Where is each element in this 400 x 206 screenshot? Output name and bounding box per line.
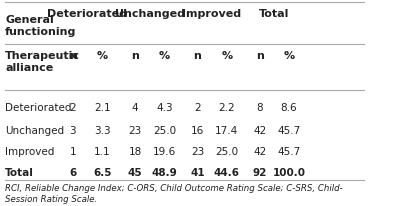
Text: Unchanged: Unchanged [115,9,185,19]
Text: 25.0: 25.0 [215,146,238,156]
Text: 2.2: 2.2 [218,103,235,112]
Text: 42: 42 [253,146,266,156]
Text: %: % [284,51,294,61]
Text: 3.3: 3.3 [94,125,110,135]
Text: 18: 18 [128,146,142,156]
Text: 6.5: 6.5 [93,167,111,177]
Text: 4.3: 4.3 [156,103,173,112]
Text: Unchanged: Unchanged [5,125,64,135]
Text: Improved: Improved [5,146,54,156]
Text: 6: 6 [69,167,76,177]
Text: Deteriorated: Deteriorated [5,103,72,112]
Text: 2: 2 [194,103,201,112]
Text: 23: 23 [128,125,142,135]
Text: 44.6: 44.6 [214,167,240,177]
Text: 1.1: 1.1 [94,146,110,156]
Text: 4: 4 [132,103,138,112]
Text: %: % [221,51,232,61]
Text: 45.7: 45.7 [277,125,301,135]
Text: RCI, Reliable Change Index; C-ORS, Child Outcome Rating Scale; C-SRS, Child-
Ses: RCI, Reliable Change Index; C-ORS, Child… [5,183,343,203]
Text: n: n [256,51,264,61]
Text: 2: 2 [70,103,76,112]
Text: 45: 45 [128,167,142,177]
Text: 2.1: 2.1 [94,103,110,112]
Text: 42: 42 [253,125,266,135]
Text: Improved: Improved [182,9,242,19]
Text: n: n [69,51,77,61]
Text: Total: Total [259,9,290,19]
Text: n: n [131,51,139,61]
Text: 92: 92 [252,167,267,177]
Text: %: % [96,51,108,61]
Text: 23: 23 [191,146,204,156]
Text: n: n [194,51,201,61]
Text: Total: Total [5,167,34,177]
Text: 48.9: 48.9 [152,167,177,177]
Text: 100.0: 100.0 [272,167,306,177]
Text: Therapeutic
alliance: Therapeutic alliance [5,51,80,73]
Text: 8: 8 [256,103,263,112]
Text: 16: 16 [191,125,204,135]
Text: General
functioning: General functioning [5,15,76,37]
Text: 1: 1 [70,146,76,156]
Text: 19.6: 19.6 [153,146,176,156]
Text: 3: 3 [70,125,76,135]
Text: 45.7: 45.7 [277,146,301,156]
Text: Deteriorated: Deteriorated [48,9,128,19]
Text: 8.6: 8.6 [281,103,297,112]
Text: 41: 41 [190,167,205,177]
Text: %: % [159,51,170,61]
Text: 25.0: 25.0 [153,125,176,135]
Text: 17.4: 17.4 [215,125,238,135]
